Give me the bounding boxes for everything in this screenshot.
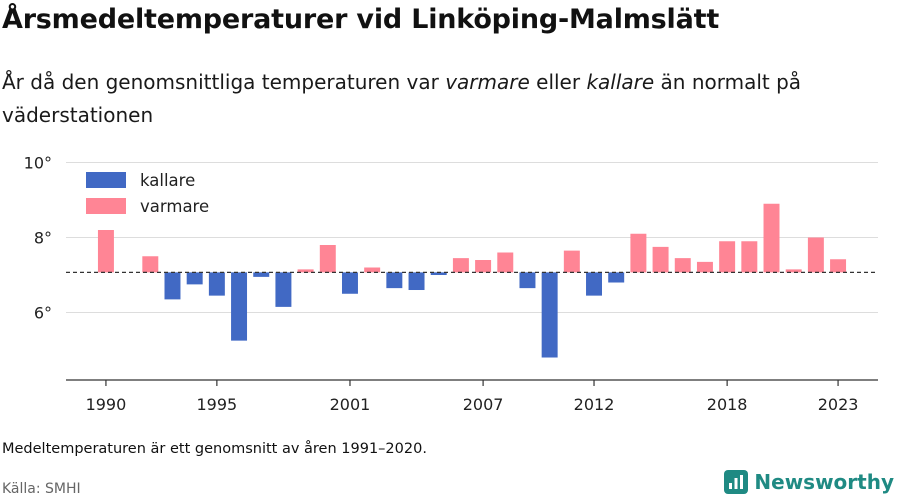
subtitle-text-3: än normalt på väderstationen	[2, 70, 802, 127]
bar-2008	[497, 252, 514, 273]
bar-2020	[763, 203, 780, 273]
x-tick-label: 2018	[707, 395, 748, 414]
y-tick-label: 10°	[24, 154, 52, 173]
bar-2001	[341, 272, 358, 294]
brand-name: Newsworthy	[754, 470, 894, 494]
legend-swatch-cold	[86, 172, 126, 188]
bar-1997	[253, 272, 270, 277]
bar-series	[97, 203, 847, 358]
y-gridlines	[66, 162, 878, 313]
temperature-bar-chart: 6° 8° 10° 1990 1995 2001 2007 2012 2018 2023 kal…	[24, 154, 878, 414]
bar-2002	[364, 267, 381, 273]
bar-2021	[785, 269, 802, 273]
x-tick-label: 1995	[197, 395, 238, 414]
bar-1996	[231, 272, 248, 341]
subtitle-text-1: År då den genomsnittliga temperaturen va…	[2, 70, 446, 94]
bar-2023	[830, 259, 847, 273]
bar-2014	[630, 233, 647, 273]
bar-2003	[386, 272, 403, 289]
y-axis-labels: 6° 8° 10°	[24, 154, 52, 323]
chart-legend: kallare varmare	[86, 171, 209, 216]
bar-1998	[275, 272, 292, 307]
newsworthy-logo-icon	[724, 470, 749, 494]
legend-label-cold: kallare	[140, 171, 195, 190]
bar-1999	[297, 269, 314, 273]
bar-1995	[208, 272, 225, 296]
bar-2000	[319, 245, 336, 273]
y-tick-label: 8°	[34, 229, 52, 248]
bar-1993	[164, 272, 181, 300]
bar-1992	[142, 256, 159, 273]
bar-2007	[475, 260, 492, 273]
subtitle-cold-word: kallare	[586, 70, 655, 94]
source-label: Källa: SMHI	[2, 481, 81, 497]
bar-2015	[652, 246, 669, 273]
x-tick-label: 2023	[818, 395, 859, 414]
bar-2022	[807, 237, 824, 273]
bar-2013	[608, 272, 625, 283]
bar-2004	[408, 272, 425, 291]
x-axis-ticks: 1990 1995 2001 2007 2012 2018 2023	[86, 380, 859, 414]
y-tick-label: 6°	[34, 304, 52, 323]
bar-2019	[741, 241, 758, 273]
bar-2009	[519, 272, 536, 289]
x-tick-label: 2001	[330, 395, 371, 414]
bar-2012	[586, 272, 602, 296]
legend-swatch-warm	[86, 198, 126, 214]
bar-2011	[563, 250, 580, 273]
subtitle-warm-word: varmare	[445, 70, 530, 94]
subtitle-text-2: eller	[529, 70, 587, 94]
x-tick-label: 1990	[86, 395, 127, 414]
bar-2016	[674, 258, 691, 273]
bar-2006	[452, 258, 469, 273]
bar-2010	[541, 272, 558, 358]
bar-2005	[430, 272, 447, 276]
bar-2017	[696, 261, 713, 273]
bar-1990	[97, 230, 114, 273]
legend-label-warm: varmare	[140, 197, 209, 216]
x-tick-label: 2007	[463, 395, 504, 414]
chart-title: Årsmedeltemperaturer vid Linköping-Malms…	[2, 4, 720, 35]
footnote: Medeltemperaturen är ett genomsnitt av å…	[2, 441, 427, 457]
newsworthy-logo: Newsworthy	[724, 470, 894, 494]
bar-2018	[719, 241, 736, 273]
bar-1994	[186, 272, 203, 285]
x-tick-label: 2012	[574, 395, 615, 414]
chart-subtitle: År då den genomsnittliga temperaturen va…	[2, 66, 892, 132]
